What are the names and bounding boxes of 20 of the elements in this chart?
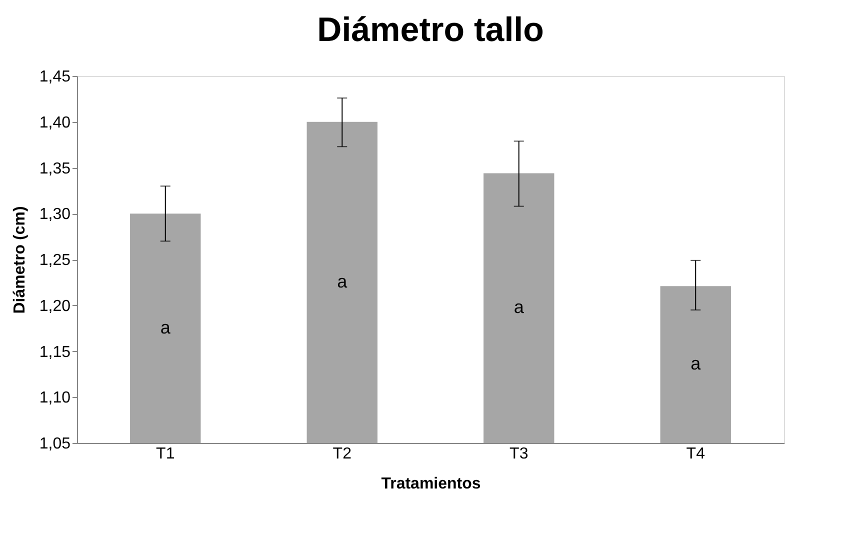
y-tick-label: 1,10 — [39, 390, 71, 407]
y-tick-label: 1,05 — [39, 436, 71, 452]
y-tick-label: 1,20 — [39, 298, 71, 315]
x-tick-label: T2 — [332, 446, 352, 462]
x-tick-label: T1 — [156, 446, 175, 462]
x-tick-label: T4 — [686, 446, 706, 462]
annotation: a — [514, 297, 525, 318]
y-tick-label: 1,15 — [39, 344, 71, 361]
x-axis-title: Tratamientos — [381, 476, 481, 492]
y-tick-label: 1,35 — [39, 160, 71, 178]
chart-title: Diámetro tallo — [317, 11, 544, 49]
x-tick-label: T3 — [510, 446, 528, 462]
annotation: a — [160, 317, 172, 338]
y-tick-label: 1,30 — [39, 206, 71, 224]
annotation: a — [337, 271, 348, 292]
y-tick-label: 1,40 — [39, 114, 71, 132]
y-tick-label: 1,25 — [39, 252, 71, 269]
annotation: a — [690, 354, 702, 374]
y-axis-title: Diámetro (cm) — [11, 206, 28, 314]
y-tick-label: 1,45 — [39, 68, 71, 86]
